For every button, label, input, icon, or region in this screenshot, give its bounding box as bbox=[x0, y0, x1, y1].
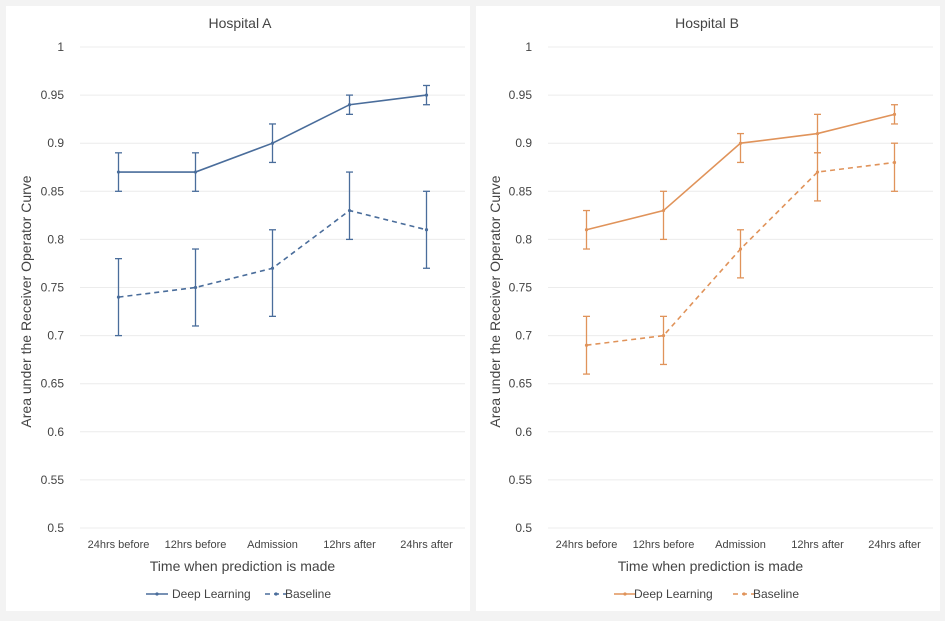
y-tick-label: 1 bbox=[57, 40, 64, 54]
data-point bbox=[270, 141, 275, 145]
chart-hospital-b: Hospital B 0.5 0.55 0.6 0.65 0.7 0.75 0.8 0.85 0.… bbox=[487, 15, 933, 601]
data-point bbox=[193, 285, 198, 290]
data-point bbox=[193, 170, 198, 174]
series-baseline bbox=[583, 142, 898, 375]
y-tick-label: 0.9 bbox=[47, 136, 64, 150]
data-point bbox=[738, 247, 743, 251]
y-tick-label: 0.85 bbox=[509, 184, 533, 198]
y-axis-title: Area under the Receiver Operator Curve bbox=[487, 175, 503, 427]
series-baseline bbox=[115, 171, 430, 337]
chart-panel-hospital-b bbox=[476, 6, 940, 611]
data-point bbox=[347, 208, 352, 213]
legend-label: Baseline bbox=[753, 587, 799, 601]
x-tick-label: 24hrs after bbox=[868, 539, 921, 551]
data-point bbox=[815, 131, 820, 136]
x-tick-label: 24hrs before bbox=[556, 539, 618, 551]
legend-marker bbox=[274, 592, 278, 596]
data-point bbox=[738, 141, 743, 145]
x-tick-label: 24hrs after bbox=[400, 539, 453, 551]
legend-marker bbox=[155, 592, 159, 596]
y-tick-label: 0.9 bbox=[515, 136, 532, 150]
series-line bbox=[586, 113, 895, 231]
y-tick-label: 0.85 bbox=[41, 184, 65, 198]
data-point bbox=[815, 170, 820, 174]
y-tick-label: 0.65 bbox=[41, 377, 65, 391]
legend-marker bbox=[742, 592, 746, 596]
data-point bbox=[347, 103, 352, 107]
x-tick-label: 12hrs before bbox=[165, 539, 227, 551]
y-tick-label: 1 bbox=[525, 40, 532, 54]
x-tick-label: 12hrs after bbox=[791, 539, 844, 551]
data-point bbox=[116, 170, 121, 174]
y-tick-label: 0.95 bbox=[509, 88, 533, 102]
x-tick-label: 12hrs after bbox=[323, 539, 376, 551]
x-axis-title: Time when prediction is made bbox=[150, 558, 336, 574]
y-tick-label: 0.75 bbox=[509, 281, 533, 295]
x-tick-label: Admission bbox=[247, 539, 298, 551]
data-point bbox=[584, 228, 589, 232]
data-point bbox=[424, 228, 429, 232]
data-point bbox=[892, 160, 897, 165]
series-deep-learning bbox=[115, 84, 430, 192]
data-point bbox=[661, 334, 666, 338]
y-tick-label: 0.6 bbox=[515, 425, 532, 439]
chart-title: Hospital B bbox=[675, 15, 739, 31]
x-axis-title: Time when prediction is made bbox=[618, 558, 804, 574]
series-deep-learning bbox=[583, 104, 898, 250]
x-tick-label: Admission bbox=[715, 539, 766, 551]
chart-hospital-a: Hospital A 0.5 0.55 0.6 0.65 0.7 0.75 0.8 0.85 0.… bbox=[18, 15, 465, 601]
legend-marker bbox=[623, 592, 627, 596]
chart-title: Hospital A bbox=[208, 15, 272, 31]
y-tick-label: 0.95 bbox=[41, 88, 65, 102]
y-axis-title: Area under the Receiver Operator Curve bbox=[18, 175, 34, 427]
legend-label: Deep Learning bbox=[172, 587, 251, 601]
y-tick-label: 0.8 bbox=[515, 232, 532, 246]
data-point bbox=[270, 266, 275, 270]
data-point bbox=[661, 208, 666, 213]
x-tick-label: 12hrs before bbox=[633, 539, 695, 551]
y-tick-label: 0.6 bbox=[47, 425, 64, 439]
y-tick-label: 0.7 bbox=[515, 329, 532, 343]
y-tick-label: 0.7 bbox=[47, 329, 64, 343]
y-tick-label: 0.55 bbox=[41, 473, 65, 487]
legend-label: Baseline bbox=[285, 587, 331, 601]
y-tick-label: 0.75 bbox=[41, 281, 65, 295]
y-tick-label: 0.5 bbox=[47, 521, 64, 535]
y-tick-label: 0.55 bbox=[509, 473, 533, 487]
data-point bbox=[584, 343, 589, 347]
data-point bbox=[892, 112, 897, 116]
data-point bbox=[116, 295, 121, 299]
y-tick-label: 0.5 bbox=[515, 521, 532, 535]
legend-label: Deep Learning bbox=[634, 587, 713, 601]
chart-panel-hospital-a bbox=[6, 6, 470, 611]
data-point bbox=[424, 93, 429, 97]
y-tick-label: 0.8 bbox=[47, 232, 64, 246]
x-tick-label: 24hrs before bbox=[88, 539, 150, 551]
y-tick-label: 0.65 bbox=[509, 377, 533, 391]
